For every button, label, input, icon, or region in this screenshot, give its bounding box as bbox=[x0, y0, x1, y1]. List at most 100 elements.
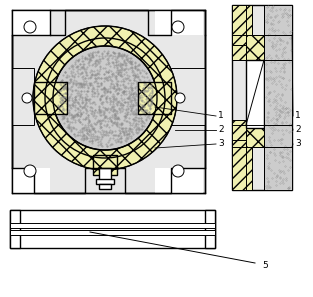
Point bbox=[69, 65, 74, 70]
Point bbox=[77, 72, 82, 77]
Point bbox=[96, 76, 101, 80]
Point bbox=[103, 70, 108, 75]
Point bbox=[92, 135, 97, 140]
Point bbox=[146, 84, 151, 89]
Point bbox=[75, 129, 80, 134]
Point bbox=[72, 80, 77, 85]
Point bbox=[114, 116, 119, 121]
Point bbox=[95, 136, 100, 141]
Point bbox=[137, 126, 142, 131]
Point bbox=[112, 108, 117, 113]
Point bbox=[72, 78, 77, 83]
Point bbox=[123, 54, 128, 59]
Point bbox=[59, 104, 64, 109]
Point bbox=[128, 80, 133, 85]
Point bbox=[107, 74, 112, 79]
Point bbox=[144, 82, 149, 87]
Point bbox=[96, 118, 101, 123]
Point bbox=[101, 48, 106, 53]
Point bbox=[58, 95, 63, 99]
Bar bbox=[93, 155, 117, 175]
Point bbox=[129, 87, 134, 91]
Point bbox=[139, 118, 144, 123]
Point bbox=[146, 114, 151, 119]
Point bbox=[111, 120, 116, 125]
Point bbox=[76, 59, 81, 63]
Point bbox=[127, 61, 132, 66]
Point bbox=[111, 108, 116, 113]
Point bbox=[122, 129, 127, 134]
Point bbox=[125, 95, 130, 100]
Point bbox=[122, 84, 127, 89]
Point bbox=[109, 104, 114, 108]
Point bbox=[95, 129, 100, 133]
Point bbox=[123, 56, 128, 61]
Point bbox=[60, 101, 65, 106]
Point bbox=[80, 95, 85, 100]
Point bbox=[96, 140, 101, 145]
Point bbox=[120, 73, 125, 78]
Point bbox=[83, 124, 88, 129]
Point bbox=[124, 112, 129, 117]
Point bbox=[105, 62, 110, 67]
Point bbox=[112, 86, 117, 90]
Point bbox=[134, 111, 139, 116]
Point bbox=[134, 74, 139, 79]
Point bbox=[78, 89, 83, 94]
Point bbox=[106, 95, 111, 100]
Point bbox=[96, 137, 101, 141]
Point bbox=[116, 68, 121, 72]
Point bbox=[99, 52, 104, 56]
Point bbox=[80, 100, 85, 105]
Point bbox=[142, 109, 147, 114]
Point bbox=[110, 74, 115, 78]
Point bbox=[95, 76, 100, 81]
Point bbox=[98, 110, 103, 115]
Point bbox=[84, 71, 89, 75]
Point bbox=[64, 86, 69, 90]
Point bbox=[128, 85, 133, 90]
Point bbox=[113, 80, 118, 85]
Point bbox=[128, 91, 133, 96]
Point bbox=[132, 124, 137, 129]
Point bbox=[121, 90, 126, 95]
Point bbox=[94, 121, 99, 126]
Point bbox=[112, 111, 117, 116]
Point bbox=[104, 78, 109, 83]
Point bbox=[139, 104, 144, 109]
Point bbox=[130, 59, 135, 64]
Point bbox=[67, 108, 72, 113]
Point bbox=[120, 89, 125, 93]
Point bbox=[84, 115, 89, 119]
Point bbox=[104, 121, 109, 126]
Point bbox=[65, 125, 70, 129]
Point bbox=[112, 119, 117, 124]
Point bbox=[126, 134, 131, 139]
Point bbox=[126, 59, 131, 64]
Point bbox=[82, 102, 87, 107]
Point bbox=[107, 64, 112, 69]
Bar bbox=[232, 135, 252, 190]
Point bbox=[107, 54, 112, 59]
Point bbox=[82, 135, 87, 140]
Point bbox=[101, 89, 106, 93]
Point bbox=[95, 110, 100, 114]
Point bbox=[111, 105, 116, 110]
Point bbox=[116, 91, 121, 95]
Point bbox=[60, 114, 65, 119]
Point bbox=[109, 119, 114, 124]
Bar bbox=[246, 35, 264, 60]
Point bbox=[115, 54, 120, 59]
Point bbox=[106, 60, 111, 64]
Point bbox=[104, 97, 109, 101]
Point bbox=[135, 84, 140, 89]
Point bbox=[84, 97, 89, 101]
Point bbox=[103, 119, 108, 124]
Point bbox=[122, 66, 127, 71]
Point bbox=[98, 57, 103, 62]
Point bbox=[124, 126, 129, 131]
Point bbox=[58, 80, 63, 85]
Point bbox=[104, 116, 109, 121]
Point bbox=[81, 126, 86, 131]
Point bbox=[116, 61, 121, 66]
